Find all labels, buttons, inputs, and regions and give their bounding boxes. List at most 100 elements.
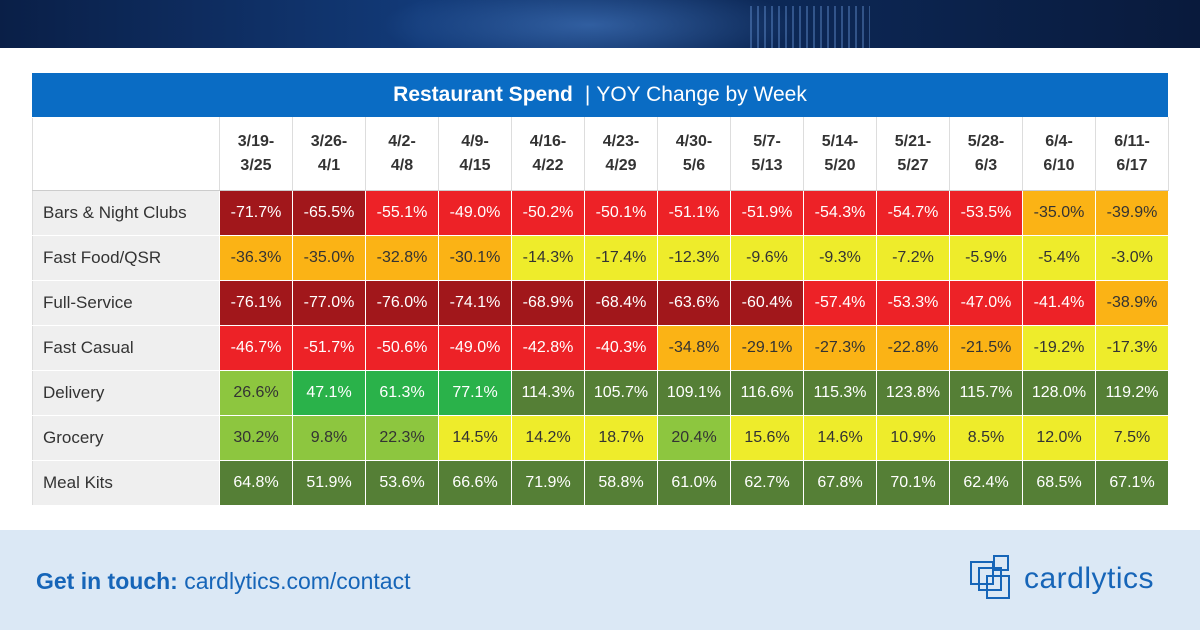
column-header-line: 5/14- [821,133,859,150]
heatmap-cell: -38.9% [1095,280,1169,326]
heatmap-cell: -40.3% [584,325,658,371]
heatmap-cell: -57.4% [803,280,877,326]
heatmap-cell: -53.5% [949,190,1023,236]
table-body: Bars & Night Clubs -71.7% -65.5% -55.1% -49.… [32,190,1169,506]
chart-subtitle: YOY Change by Week [596,83,807,106]
row-label: Grocery [32,415,220,461]
heatmap-cell: 64.8% [219,460,293,506]
heatmap-cell: 128.0% [1022,370,1096,416]
footer: Get in touch: cardlytics.com/contact car… [0,530,1200,630]
logo-squares-icon [970,555,1010,599]
heatmap-cell: 67.1% [1095,460,1169,506]
chart-title-separator: | [584,83,591,106]
chart-title-bar: Restaurant Spend | YOY Change by Week [32,73,1168,117]
heatmap-cell: 14.2% [511,415,585,461]
heatmap-cell: 114.3% [511,370,585,416]
heatmap-cell: -19.2% [1022,325,1096,371]
heatmap-cell: 66.6% [438,460,512,506]
column-header: 5/21- 5/27 [876,117,950,191]
contact-cta[interactable]: Get in touch: cardlytics.com/contact [36,568,410,595]
heatmap-cell: -39.9% [1095,190,1169,236]
heatmap-cell: -63.6% [657,280,731,326]
column-header-line: 4/8 [390,157,414,174]
column-header: 5/7- 5/13 [730,117,804,191]
heatmap-cell: -55.1% [365,190,439,236]
column-header-line: 4/16- [529,133,567,150]
column-header-line: 3/25 [240,157,272,174]
header-row: 3/19- 3/25 3/26- 4/1 4/2- 4/8 4/9- 4/15 4/16- 4/2… [32,117,1169,191]
heatmap-cell: -50.6% [365,325,439,371]
heatmap-cell: -76.1% [219,280,293,326]
heatmap-cell: 67.8% [803,460,877,506]
heatmap-cell: -51.1% [657,190,731,236]
column-header: 3/26- 4/1 [292,117,366,191]
column-header-line: 4/1 [317,157,341,174]
column-header-line: 6/10 [1043,157,1075,174]
column-header-line: 5/28- [967,133,1005,150]
heatmap-cell: -14.3% [511,235,585,281]
heatmap-cell: -3.0% [1095,235,1169,281]
heatmap-cell: -22.8% [876,325,950,371]
row-label: Fast Food/QSR [32,235,220,281]
heatmap-cell: 30.2% [219,415,293,461]
column-header: 6/11- 6/17 [1095,117,1169,191]
contact-link[interactable]: cardlytics.com/contact [184,568,411,594]
heatmap-cell: -35.0% [1022,190,1096,236]
heatmap-cell: 14.5% [438,415,512,461]
table-row: Fast Casual -46.7% -51.7% -50.6% -49.0% -42.8… [32,325,1169,371]
table-row: Fast Food/QSR -36.3% -35.0% -32.8% -30.1% -14… [32,235,1169,281]
heatmap-cell: -51.7% [292,325,366,371]
column-header-line: 5/6 [682,157,706,174]
heatmap-cell: 20.4% [657,415,731,461]
heatmap-cell: -41.4% [1022,280,1096,326]
row-label: Fast Casual [32,325,220,371]
column-header-line: 4/29 [605,157,637,174]
row-label: Meal Kits [32,460,220,506]
heatmap-cell: 115.7% [949,370,1023,416]
heatmap-cell: -27.3% [803,325,877,371]
heatmap-cell: 8.5% [949,415,1023,461]
heatmap-cell: -71.7% [219,190,293,236]
column-header-line: 4/23- [602,133,640,150]
table-row: Delivery 26.6% 47.1% 61.3% 77.1% 114.3% 105.7%… [32,370,1169,416]
column-header-line: 4/30- [675,133,713,150]
heatmap-cell: -9.6% [730,235,804,281]
heatmap-cell: -30.1% [438,235,512,281]
column-header: 5/14- 5/20 [803,117,877,191]
banner-bars-decoration [750,6,870,48]
heatmap-cell: -60.4% [730,280,804,326]
heatmap-cell: 51.9% [292,460,366,506]
column-header-line: 5/20 [824,157,856,174]
heatmap-cell: 58.8% [584,460,658,506]
heatmap-cell: -17.4% [584,235,658,281]
heatmap-cell: 10.9% [876,415,950,461]
heatmap-cell: -49.0% [438,190,512,236]
heatmap-cell: -9.3% [803,235,877,281]
heatmap-cell: 115.3% [803,370,877,416]
heatmap-cell: -21.5% [949,325,1023,371]
brand-wordmark: cardlytics [1024,562,1155,595]
heatmap-cell: 109.1% [657,370,731,416]
heatmap-cell: 61.0% [657,460,731,506]
header-banner-image [0,0,1200,48]
heatmap-cell: 61.3% [365,370,439,416]
heatmap-cell: 22.3% [365,415,439,461]
column-header: 6/4- 6/10 [1022,117,1096,191]
heatmap-cell: 70.1% [876,460,950,506]
heatmap-cell: -32.8% [365,235,439,281]
heatmap-cell: -5.4% [1022,235,1096,281]
heatmap-cell: 105.7% [584,370,658,416]
heatmap-cell: -68.9% [511,280,585,326]
column-header-line: 3/26- [310,133,348,150]
row-label: Bars & Night Clubs [32,190,220,236]
column-header-line: 5/27 [897,157,929,174]
heatmap-cell: -12.3% [657,235,731,281]
column-header-line: 6/3 [974,157,998,174]
table-row: Meal Kits 64.8% 51.9% 53.6% 66.6% 71.9% 58.8% 6… [32,460,1169,506]
heatmap-cell: 62.4% [949,460,1023,506]
heatmap-cell: 119.2% [1095,370,1169,416]
column-header-line: 5/13 [751,157,783,174]
column-header-line: 3/19- [237,133,275,150]
heatmap-cell: 53.6% [365,460,439,506]
heatmap-cell: -17.3% [1095,325,1169,371]
